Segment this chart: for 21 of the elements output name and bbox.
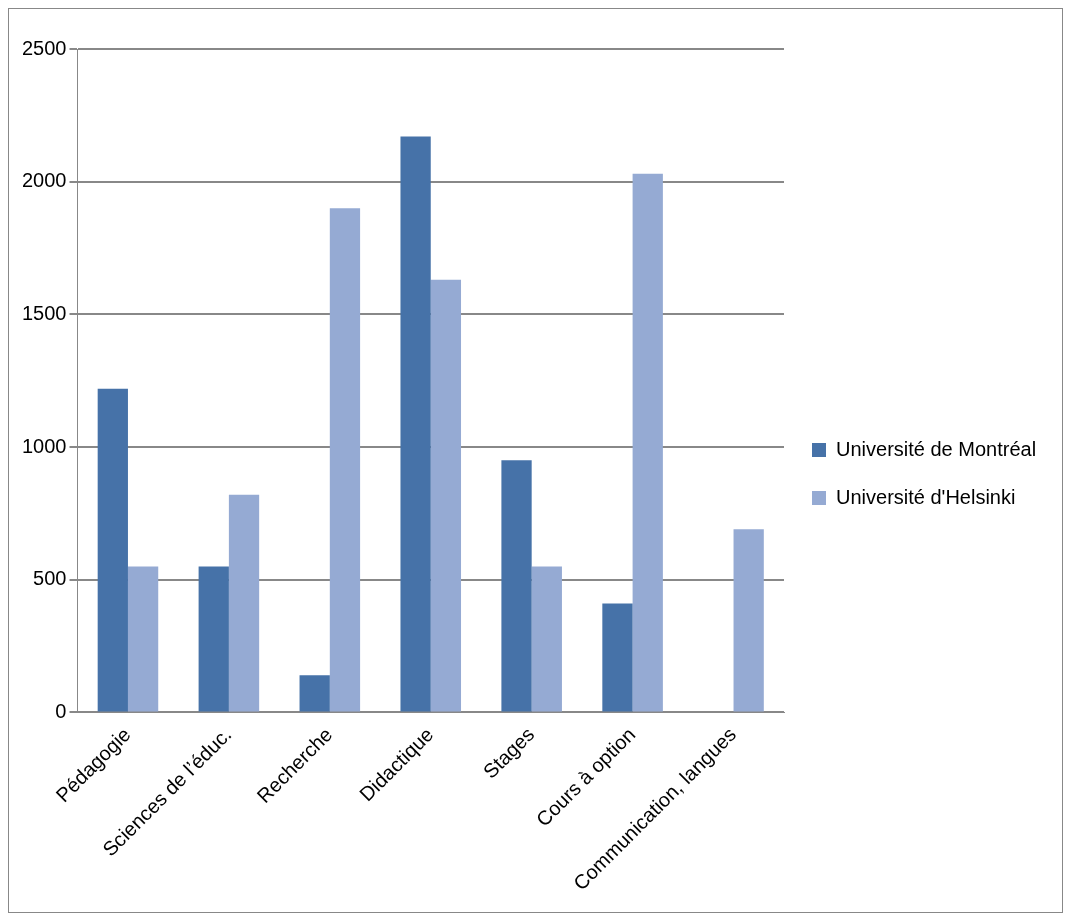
bar — [299, 675, 330, 712]
y-tick-label: 1500 — [21, 301, 67, 324]
y-tick-label: 500 — [33, 567, 67, 590]
legend-label: Université de Montréal — [836, 437, 1037, 460]
bar — [733, 529, 764, 712]
bar — [602, 603, 633, 712]
bar — [400, 136, 431, 712]
bar — [228, 494, 260, 712]
y-tick-label: 1000 — [21, 434, 67, 457]
bar — [97, 388, 128, 712]
y-tick-label: 0 — [55, 699, 67, 722]
y-tick-label: 2000 — [21, 169, 67, 192]
bar — [501, 460, 532, 712]
bar — [198, 566, 229, 712]
bar — [632, 173, 663, 712]
bar — [430, 279, 462, 712]
bar — [127, 566, 159, 712]
y-tick-label: 2500 — [21, 36, 67, 59]
bar — [531, 566, 562, 712]
legend-label: Université d'Helsinki — [836, 485, 1016, 508]
bar — [329, 208, 361, 712]
